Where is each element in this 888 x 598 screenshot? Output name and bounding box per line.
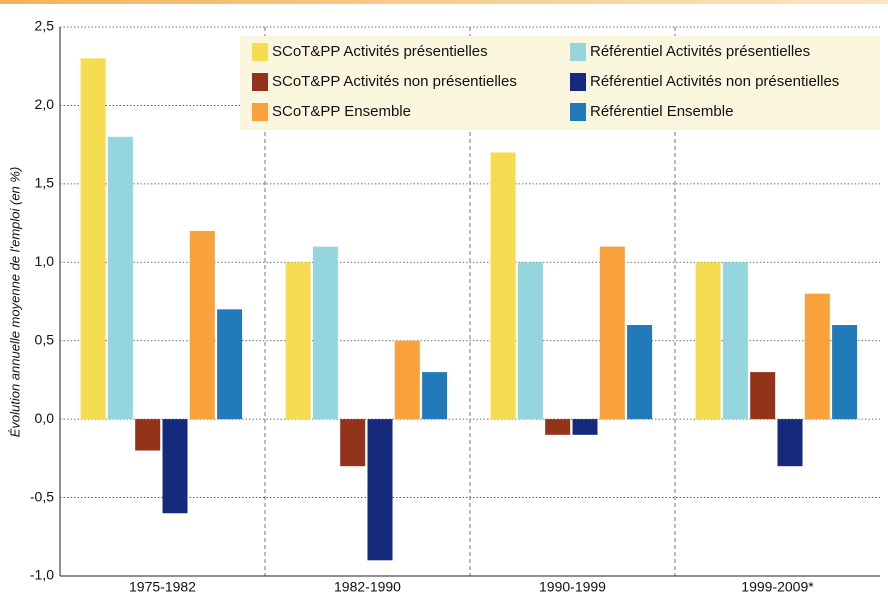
bar: [189, 230, 215, 420]
bar: [777, 419, 803, 467]
bar: [490, 152, 516, 420]
bar: [422, 372, 448, 420]
y-tick-label: 1,0: [35, 253, 55, 269]
bar: [312, 246, 338, 420]
bar: [394, 340, 420, 420]
bar: [367, 419, 393, 561]
bar: [135, 419, 161, 451]
top-strip: [0, 0, 888, 4]
legend-swatch: [252, 103, 268, 121]
bar: [572, 419, 598, 435]
bar: [217, 309, 243, 420]
y-tick-label: 0,0: [35, 410, 55, 426]
legend-swatch: [252, 73, 268, 91]
y-axis-label: Évolution annuelle moyenne de l'emploi (…: [7, 167, 22, 438]
bar: [832, 325, 858, 420]
bar: [804, 293, 830, 420]
y-tick-label: -1,0: [30, 567, 54, 583]
bar: [285, 262, 311, 420]
y-tick-label: 2,0: [35, 96, 55, 112]
bar: [545, 419, 571, 435]
legend-swatch: [570, 43, 586, 61]
bar: [599, 246, 625, 420]
y-tick-label: 0,5: [35, 331, 55, 347]
y-tick-label: 2,5: [35, 18, 55, 34]
legend-label: Référentiel Ensemble: [590, 103, 733, 120]
bar: [517, 262, 543, 420]
bar: [162, 419, 188, 514]
bar: [722, 262, 748, 420]
legend-label: Référentiel Activités présentielles: [590, 43, 810, 60]
bar: [80, 58, 106, 420]
legend-label: SCoT&PP Activités non présentielles: [272, 73, 517, 90]
bar: [107, 136, 133, 420]
x-tick-label: 1975-1982: [129, 579, 196, 595]
bar: [750, 372, 776, 420]
x-tick-label: 1982-1990: [334, 579, 401, 595]
x-tick-label: 1990-1999: [539, 579, 606, 595]
x-tick-label: 1999-2009*: [741, 579, 814, 595]
legend-swatch: [252, 43, 268, 61]
legend-label: SCoT&PP Ensemble: [272, 103, 411, 120]
legend-swatch: [570, 73, 586, 91]
bar: [627, 325, 653, 420]
bar: [340, 419, 366, 467]
legend-label: Référentiel Activités non présentielles: [590, 73, 839, 90]
y-tick-label: -0,5: [30, 488, 54, 504]
bar: [695, 262, 721, 420]
legend-box: [240, 36, 880, 130]
legend-swatch: [570, 103, 586, 121]
legend-label: SCoT&PP Activités présentielles: [272, 43, 488, 60]
y-tick-label: 1,5: [35, 175, 55, 191]
